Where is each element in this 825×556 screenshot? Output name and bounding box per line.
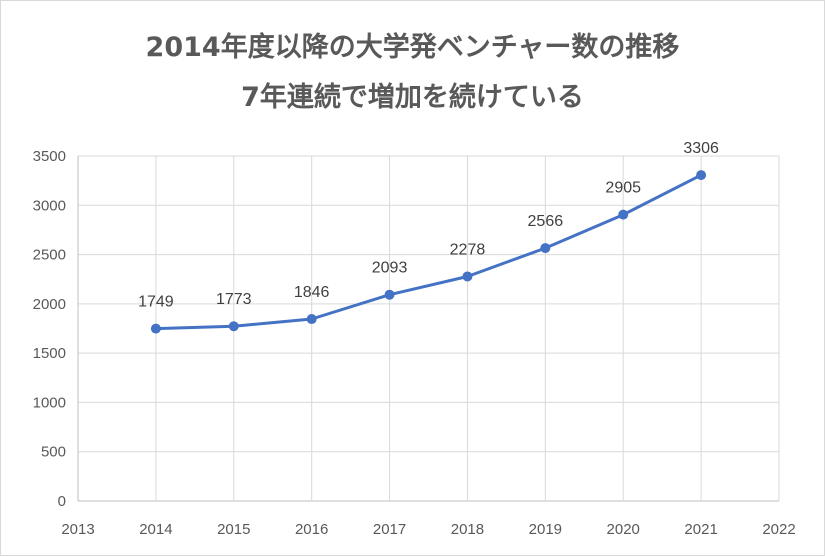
- data-point: [696, 170, 707, 181]
- x-tick-label: 2022: [762, 521, 795, 538]
- data-point: [228, 321, 239, 332]
- x-tick-label: 2015: [217, 521, 250, 538]
- x-tick-label: 2013: [61, 521, 94, 538]
- y-tick-label: 3500: [33, 148, 66, 165]
- data-label: 2566: [528, 213, 564, 230]
- data-point: [462, 271, 473, 282]
- y-tick-label: 2500: [33, 247, 66, 264]
- x-tick-label: 2014: [139, 521, 172, 538]
- x-tick-label: 2017: [373, 521, 406, 538]
- data-point: [306, 314, 317, 325]
- data-point: [540, 243, 551, 254]
- data-label: 3306: [683, 140, 719, 157]
- y-tick-label: 3000: [33, 197, 66, 214]
- chart-title: 2014年度以降の大学発ベンチャー数の推移 7年連続で増加を続けている: [1, 23, 824, 123]
- x-tick-label: 2021: [684, 521, 717, 538]
- x-tick-label: 2016: [295, 521, 328, 538]
- y-tick-label: 1500: [33, 345, 66, 362]
- data-label: 2905: [605, 180, 641, 197]
- data-label: 1749: [138, 294, 174, 311]
- data-label: 2278: [450, 241, 486, 258]
- chart-title-line-1: 2014年度以降の大学発ベンチャー数の推移: [145, 32, 680, 63]
- x-tick-label: 2019: [529, 521, 562, 538]
- chart-title-line-2: 7年連続で増加を続けている: [241, 82, 584, 113]
- data-label: 1773: [216, 291, 252, 308]
- data-label: 1846: [294, 284, 330, 301]
- series-line: [155, 173, 702, 331]
- data-point: [150, 323, 161, 334]
- data-point: [384, 289, 395, 300]
- x-tick-label: 2020: [607, 521, 640, 538]
- x-tick-label: 2018: [451, 521, 484, 538]
- y-tick-label: 0: [58, 493, 66, 510]
- y-tick-label: 500: [41, 444, 66, 461]
- data-label: 2093: [372, 260, 408, 277]
- data-point: [618, 209, 629, 220]
- y-tick-label: 2000: [33, 296, 66, 313]
- y-tick-label: 1000: [33, 394, 66, 411]
